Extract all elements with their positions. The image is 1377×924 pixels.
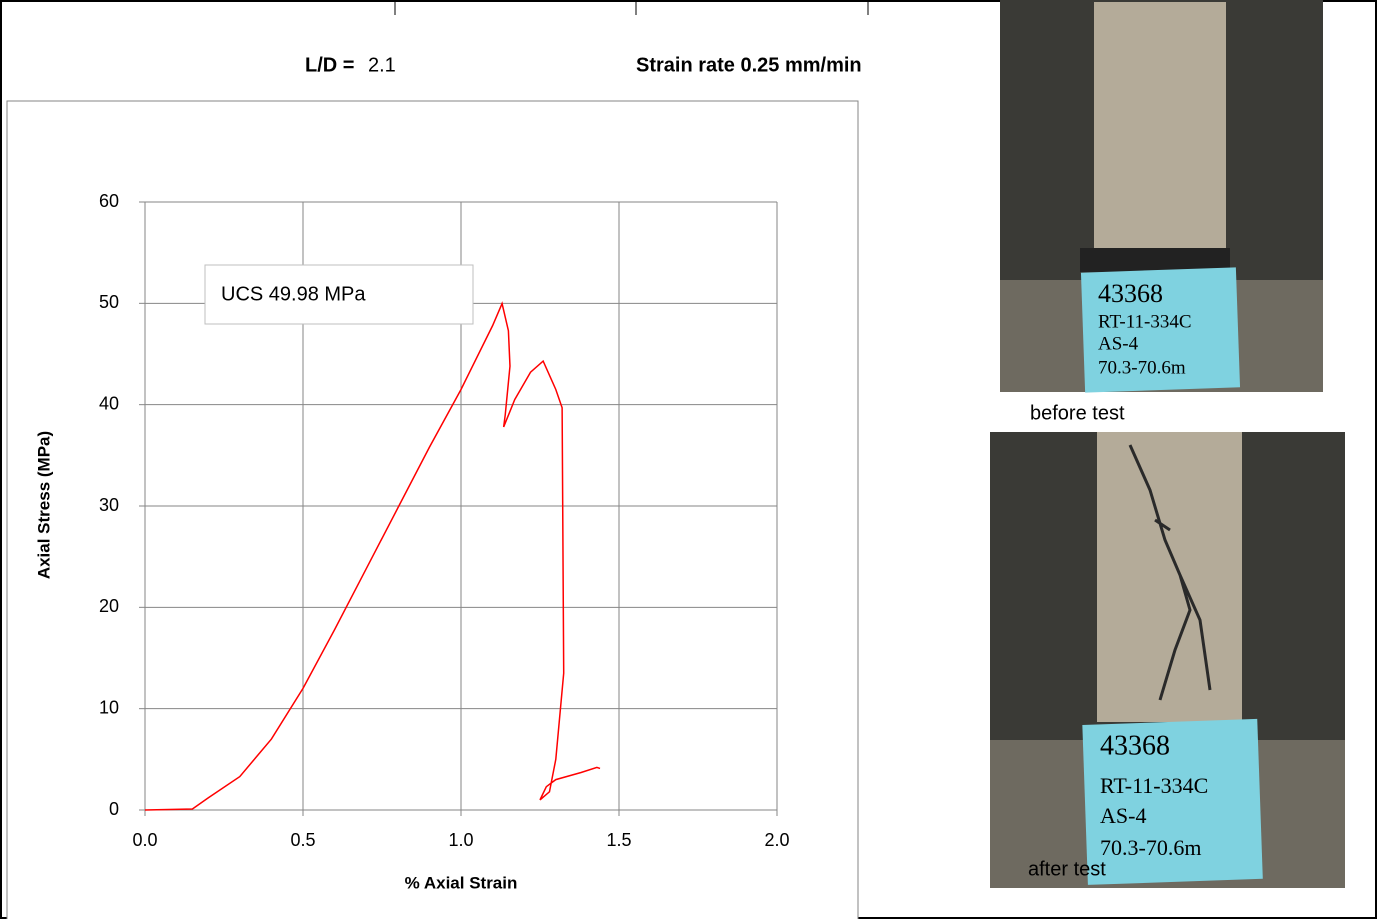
x-tick-label: 1.0 xyxy=(448,830,473,850)
annotation-box xyxy=(204,264,474,325)
x-axis-title: % Axial Strain xyxy=(405,873,518,892)
tag-text: AS-4 xyxy=(1100,803,1146,828)
specimen xyxy=(1094,2,1226,250)
photo-caption: before test xyxy=(1030,402,1125,424)
ld-value: 2.1 xyxy=(368,54,396,76)
x-tick-label: 2.0 xyxy=(764,830,789,850)
strain-rate: Strain rate 0.25 mm/min xyxy=(636,54,862,76)
y-tick-label: 20 xyxy=(99,596,119,616)
photo-after: 43368 RT-11-334C AS-4 70.3-70.6m xyxy=(990,432,1345,888)
y-tick-label: 40 xyxy=(99,393,119,413)
tag-text: 43368 xyxy=(1098,279,1163,308)
x-tick-label: 1.5 xyxy=(606,830,631,850)
y-tick-label: 10 xyxy=(99,697,119,717)
photo-before: 43368 RT-11-334C AS-4 70.3-70.6m xyxy=(1000,0,1323,393)
photo-caption: after test xyxy=(1028,858,1106,880)
data-line xyxy=(144,301,601,811)
ld-label: L/D = xyxy=(305,54,354,76)
y-tick-label: 50 xyxy=(99,292,119,312)
tag-text: 70.3-70.6m xyxy=(1100,835,1201,860)
y-tick-label: 0 xyxy=(109,799,119,819)
y-tick-label: 30 xyxy=(99,495,119,515)
tag-text: 70.3-70.6m xyxy=(1098,357,1186,378)
sample-tag xyxy=(1082,718,1263,885)
annotation: UCS 49.98 MPa xyxy=(221,283,366,305)
sample-tag xyxy=(1080,267,1241,393)
y-tick-label: 60 xyxy=(99,191,119,211)
tag-text: RT-11-334C xyxy=(1098,311,1192,332)
tag-text: AS-4 xyxy=(1098,333,1139,354)
tag-text: RT-11-334C xyxy=(1100,773,1208,798)
y-axis-title: Axial Stress (MPa) xyxy=(34,431,53,579)
x-tick-label: 0.0 xyxy=(132,830,157,850)
specimen xyxy=(1097,432,1242,722)
chart-frame xyxy=(6,100,859,922)
x-tick-label: 0.5 xyxy=(290,830,315,850)
platen xyxy=(1080,248,1230,272)
crack xyxy=(1128,444,1212,701)
tag-text: 43368 xyxy=(1100,730,1170,761)
